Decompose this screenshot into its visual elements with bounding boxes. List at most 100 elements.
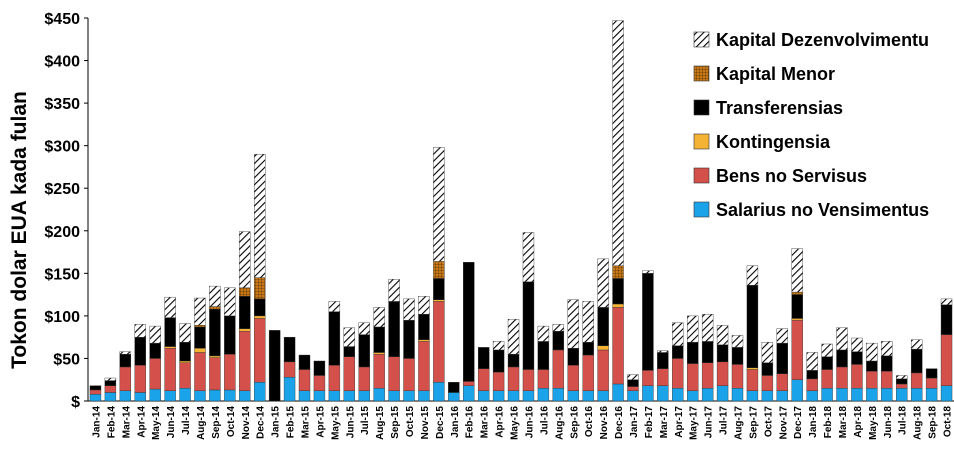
bar-segment (388, 301, 400, 357)
bar-segment (313, 390, 326, 402)
bar-segment (836, 327, 848, 351)
bar-segment (358, 322, 370, 335)
bar-segment (433, 261, 445, 279)
bar-segment (418, 341, 430, 391)
bar-segment (507, 353, 520, 368)
bar-segment (672, 322, 684, 346)
bar-segment (910, 372, 923, 389)
bar-segment (552, 349, 565, 389)
bar-segment (433, 147, 445, 262)
bar-segment (209, 389, 221, 402)
x-tick-label: Jul-17 (719, 406, 730, 435)
bar-segment (328, 301, 341, 312)
bar-segment (104, 380, 117, 386)
bar-segment (224, 315, 236, 355)
bar-segment (687, 390, 699, 402)
x-tick-label: Aug-14 (196, 406, 207, 440)
bar-segment (209, 306, 221, 310)
bar-segment (582, 354, 594, 391)
x-tick-label: May-17 (689, 406, 700, 440)
bar-segment (164, 390, 176, 402)
bar-segment (104, 385, 117, 393)
bar-segment (448, 382, 460, 393)
bar-segment (477, 390, 490, 402)
x-tick-label: Oct-18 (943, 406, 954, 438)
bar-segment (627, 386, 639, 391)
x-tick-label: Sep-14 (211, 406, 222, 439)
bar-segment (552, 324, 565, 332)
bar-segment (89, 393, 102, 402)
x-tick-label: May-15 (330, 406, 341, 440)
bar-segment (761, 342, 774, 363)
bar-segment (313, 360, 326, 376)
bar-segment (612, 383, 624, 402)
bar-segment (343, 390, 355, 402)
bar-segment (209, 355, 221, 358)
bar-segment (104, 377, 117, 381)
bar-segment (239, 231, 251, 289)
bar-segment (448, 392, 460, 402)
x-tick-label: Nov-16 (599, 406, 610, 440)
bar-segment (537, 341, 550, 370)
bar-segment (716, 385, 729, 402)
bar-segment (477, 368, 490, 391)
bar-segment (283, 376, 296, 402)
bar-segment (791, 319, 803, 380)
bar-segment (149, 325, 161, 344)
bar-segment (716, 344, 729, 363)
bar-segment (373, 352, 385, 355)
x-tick-label: Jun-15 (345, 406, 356, 439)
bar-segment (746, 285, 759, 369)
bar-segment (492, 349, 505, 373)
bar-segment (388, 279, 400, 302)
x-tick-label: Mar-17 (659, 406, 670, 439)
bar-segment (821, 343, 833, 357)
bar-segment (254, 315, 266, 319)
legend-swatch (693, 65, 710, 82)
bar-segment (672, 358, 684, 389)
bar-segment (597, 258, 609, 308)
bar-segment (283, 336, 296, 363)
y-tick-label: $ (71, 394, 80, 411)
bar-segment (433, 278, 445, 300)
bar-segment (358, 366, 370, 391)
bar-segment (254, 277, 266, 300)
bar-segment (179, 362, 191, 389)
bar-segment (179, 388, 191, 402)
bar-segment (925, 377, 938, 389)
bar-segment (328, 390, 341, 402)
bar-segment (149, 358, 161, 390)
bar-segment (492, 390, 505, 402)
bar-segment (925, 368, 938, 379)
y-tick-label: $250 (44, 181, 80, 198)
bar-segment (209, 357, 221, 391)
x-tick-label: Apr-16 (495, 406, 506, 438)
bar-segment (194, 390, 206, 402)
bar-segment (597, 307, 609, 346)
bar-segment (119, 351, 132, 355)
bar-segment (418, 339, 430, 342)
bar-segment (851, 364, 863, 389)
x-tick-label: Apr-14 (136, 406, 147, 438)
bar-segment (298, 354, 311, 370)
bar-segment (940, 334, 953, 386)
bar-segment (552, 331, 565, 351)
bar-segment (597, 390, 609, 402)
x-tick-label: Dec-14 (256, 406, 267, 439)
y-tick-label: $300 (44, 139, 80, 156)
bar-segment (612, 278, 624, 305)
y-tick-label: $350 (44, 96, 80, 113)
bar-segment (776, 328, 788, 344)
bar-segment (507, 366, 520, 391)
bar-segment (224, 287, 236, 317)
bar-segment (507, 319, 520, 355)
bar-segment (612, 307, 624, 385)
bar-segment (194, 297, 206, 326)
x-tick-label: Feb-15 (286, 406, 297, 439)
bar-segment (627, 374, 639, 380)
x-tick-label: Jul-18 (898, 406, 909, 435)
bar-segment (851, 337, 863, 352)
bar-segment (642, 385, 654, 402)
x-tick-label: May-16 (510, 406, 521, 440)
